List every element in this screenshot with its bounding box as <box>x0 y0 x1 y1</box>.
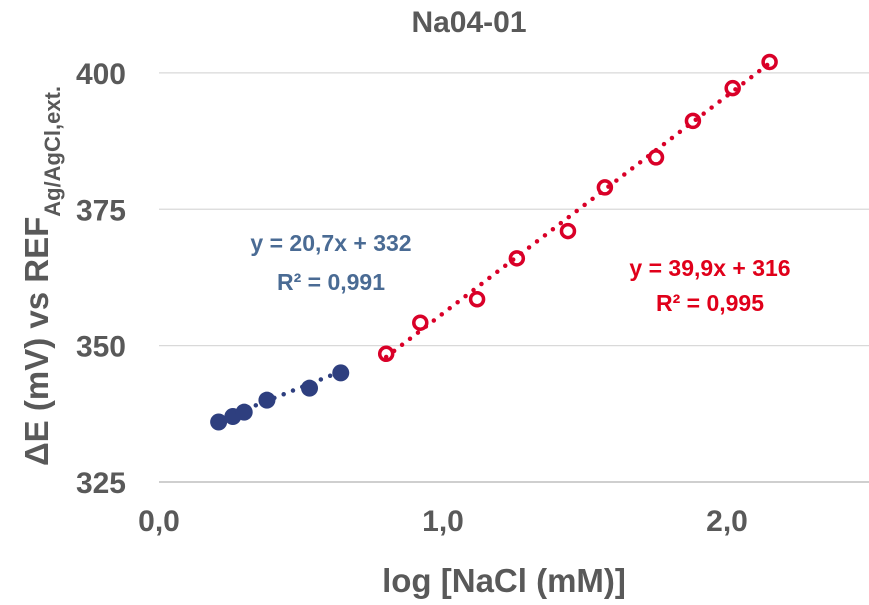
chart-title: Na04-01 <box>411 6 526 39</box>
series-1-point <box>301 379 319 397</box>
series-2-point <box>559 222 577 240</box>
series-1-point <box>210 413 228 431</box>
y-tick-label: 375 <box>76 194 126 227</box>
series-2-point <box>596 179 614 196</box>
point-layer <box>210 53 778 431</box>
series-2-point <box>508 250 526 267</box>
x-axis-title: log [NaCl (mM)] <box>382 562 626 599</box>
x-tick-label: 0,0 <box>138 505 180 538</box>
axis-layer: 325 350 375 400 0,0 1,0 2,0 <box>76 58 869 538</box>
y-axis-title: ΔE (mV) vs REFAg/AgCl,ext. <box>18 86 65 466</box>
series-2-point <box>761 53 778 71</box>
text-layer: Na04-01 log [NaCl (mM)] ΔE (mV) vs REFAg… <box>18 6 791 599</box>
x-tick-label: 2,0 <box>706 505 748 538</box>
y-axis-title-subscript: Ag/AgCl,ext. <box>40 86 65 217</box>
series-2-r2: R² = 0,995 <box>656 290 764 316</box>
y-tick-label: 350 <box>76 331 126 364</box>
series-2-trendline <box>383 60 772 360</box>
series-1-equation: y = 20,7x + 332 <box>250 230 411 256</box>
series-2-equation: y = 39,9x + 316 <box>629 255 790 281</box>
y-tick-label: 325 <box>76 467 126 500</box>
x-tick-label: 1,0 <box>422 505 464 538</box>
series-2-point <box>684 112 702 130</box>
y-tick-label: 400 <box>76 58 126 91</box>
series-1-r2: R² = 0,991 <box>277 269 385 295</box>
series-2-point <box>377 345 395 363</box>
series-1-point <box>258 391 276 409</box>
series-1-point <box>332 364 350 382</box>
grid-layer <box>159 72 869 347</box>
series-2-point <box>412 314 429 331</box>
series-2-point <box>724 79 741 97</box>
series-1-point <box>235 403 253 421</box>
series-2-point <box>468 291 486 308</box>
y-axis-title-main: ΔE (mV) vs REF <box>18 217 55 466</box>
series-2-point <box>647 149 665 166</box>
